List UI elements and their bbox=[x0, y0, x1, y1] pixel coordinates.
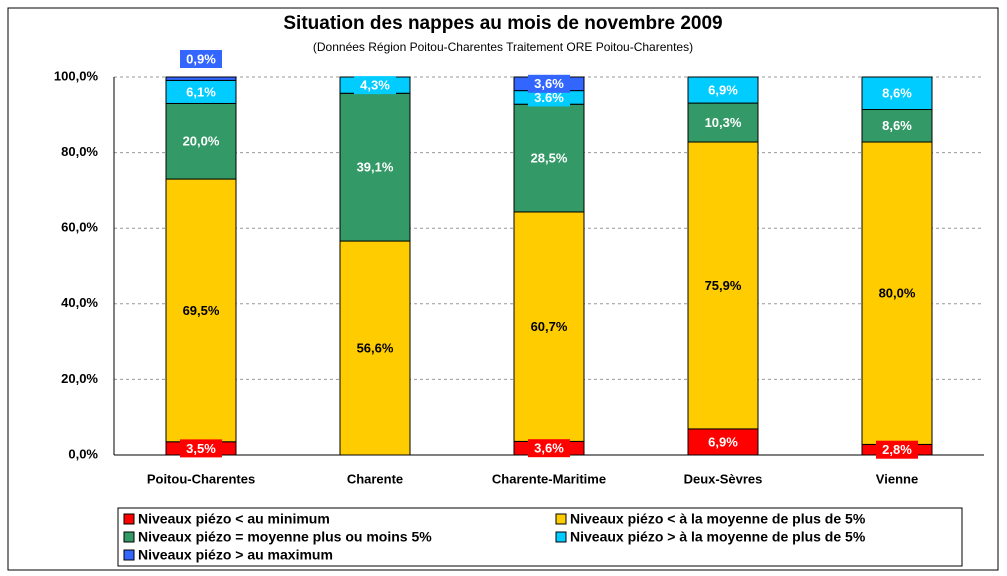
bar-segment bbox=[165, 102, 237, 180]
bar-segment bbox=[861, 141, 933, 445]
value-label: 2,8% bbox=[882, 442, 912, 457]
legend-swatch bbox=[123, 531, 135, 543]
y-tick-label: 20,0% bbox=[61, 371, 98, 386]
y-tick-label: 80,0% bbox=[61, 144, 98, 159]
x-tick-label: Poitou-Charentes bbox=[147, 471, 255, 486]
value-label-bg bbox=[528, 74, 570, 93]
value-label: 6,1% bbox=[186, 84, 216, 99]
value-label-bg bbox=[876, 440, 918, 459]
value-label-bg bbox=[354, 76, 396, 95]
bar-segment bbox=[861, 76, 933, 111]
value-label: 39,1% bbox=[357, 160, 394, 175]
chart-subtitle: (Données Région Poitou-Charentes Traitem… bbox=[313, 40, 693, 54]
value-label: 75,9% bbox=[705, 278, 742, 293]
legend-label: Niveaux piézo < au minimum bbox=[138, 511, 330, 527]
legend-box bbox=[117, 507, 963, 567]
y-tick-label: 40,0% bbox=[61, 295, 98, 310]
value-label: 3,6% bbox=[534, 441, 564, 456]
value-label: 28,5% bbox=[531, 151, 568, 166]
x-tick-label: Charente bbox=[347, 471, 403, 486]
value-label-bg bbox=[702, 81, 744, 100]
value-label-bg bbox=[180, 50, 222, 68]
bar-segment bbox=[513, 211, 585, 442]
bar-segment bbox=[339, 240, 411, 456]
value-label: 80,0% bbox=[879, 286, 916, 301]
bar-segment bbox=[339, 92, 411, 242]
legend-label: Niveaux piézo = moyenne plus ou moins 5% bbox=[138, 529, 432, 545]
value-label-bg bbox=[528, 439, 570, 458]
value-label: 8,6% bbox=[882, 86, 912, 101]
value-label: 3.6% bbox=[534, 90, 564, 105]
value-label: 10,3% bbox=[705, 115, 742, 130]
x-tick-label: Deux-Sèvres bbox=[684, 471, 763, 486]
bar-segment bbox=[165, 178, 237, 443]
value-label: 8,6% bbox=[882, 118, 912, 133]
bar-segment bbox=[861, 109, 933, 143]
x-tick-label: Charente-Maritime bbox=[492, 471, 606, 486]
legend-swatch bbox=[555, 531, 567, 543]
value-label: 3,6% bbox=[534, 76, 564, 91]
y-tick-label: 100,0% bbox=[54, 68, 99, 83]
value-label: 0,9% bbox=[186, 51, 216, 66]
bar-segment bbox=[165, 76, 237, 81]
legend-label: Niveaux piézo < à la moyenne de plus de … bbox=[570, 511, 866, 527]
bar-segment bbox=[687, 102, 759, 143]
legend-swatch bbox=[123, 513, 135, 525]
bar-segment bbox=[687, 141, 759, 430]
value-label: 69,5% bbox=[183, 303, 220, 318]
value-label-bg bbox=[180, 439, 222, 458]
value-label: 56,6% bbox=[357, 340, 394, 355]
y-tick-label: 60,0% bbox=[61, 220, 98, 235]
x-tick-label: Vienne bbox=[876, 471, 918, 486]
legend-swatch bbox=[555, 513, 567, 525]
legend-label: Niveaux piézo > à la moyenne de plus de … bbox=[570, 529, 866, 545]
value-label-bg bbox=[180, 82, 222, 101]
legend-swatch bbox=[123, 549, 135, 561]
value-label: 6,9% bbox=[708, 434, 738, 449]
value-label: 3,5% bbox=[186, 441, 216, 456]
bar-segment bbox=[513, 103, 585, 213]
value-label: 60,7% bbox=[531, 319, 568, 334]
legend-label: Niveaux piézo > au maximum bbox=[138, 547, 333, 563]
value-label-bg bbox=[528, 88, 570, 107]
value-label: 20,0% bbox=[183, 134, 220, 149]
value-label-bg bbox=[702, 432, 744, 451]
chart-title: Situation des nappes au mois de novembre… bbox=[283, 13, 722, 34]
y-tick-label: 0,0% bbox=[68, 446, 98, 461]
value-label: 6,9% bbox=[708, 82, 738, 97]
value-label: 4,3% bbox=[360, 78, 390, 93]
